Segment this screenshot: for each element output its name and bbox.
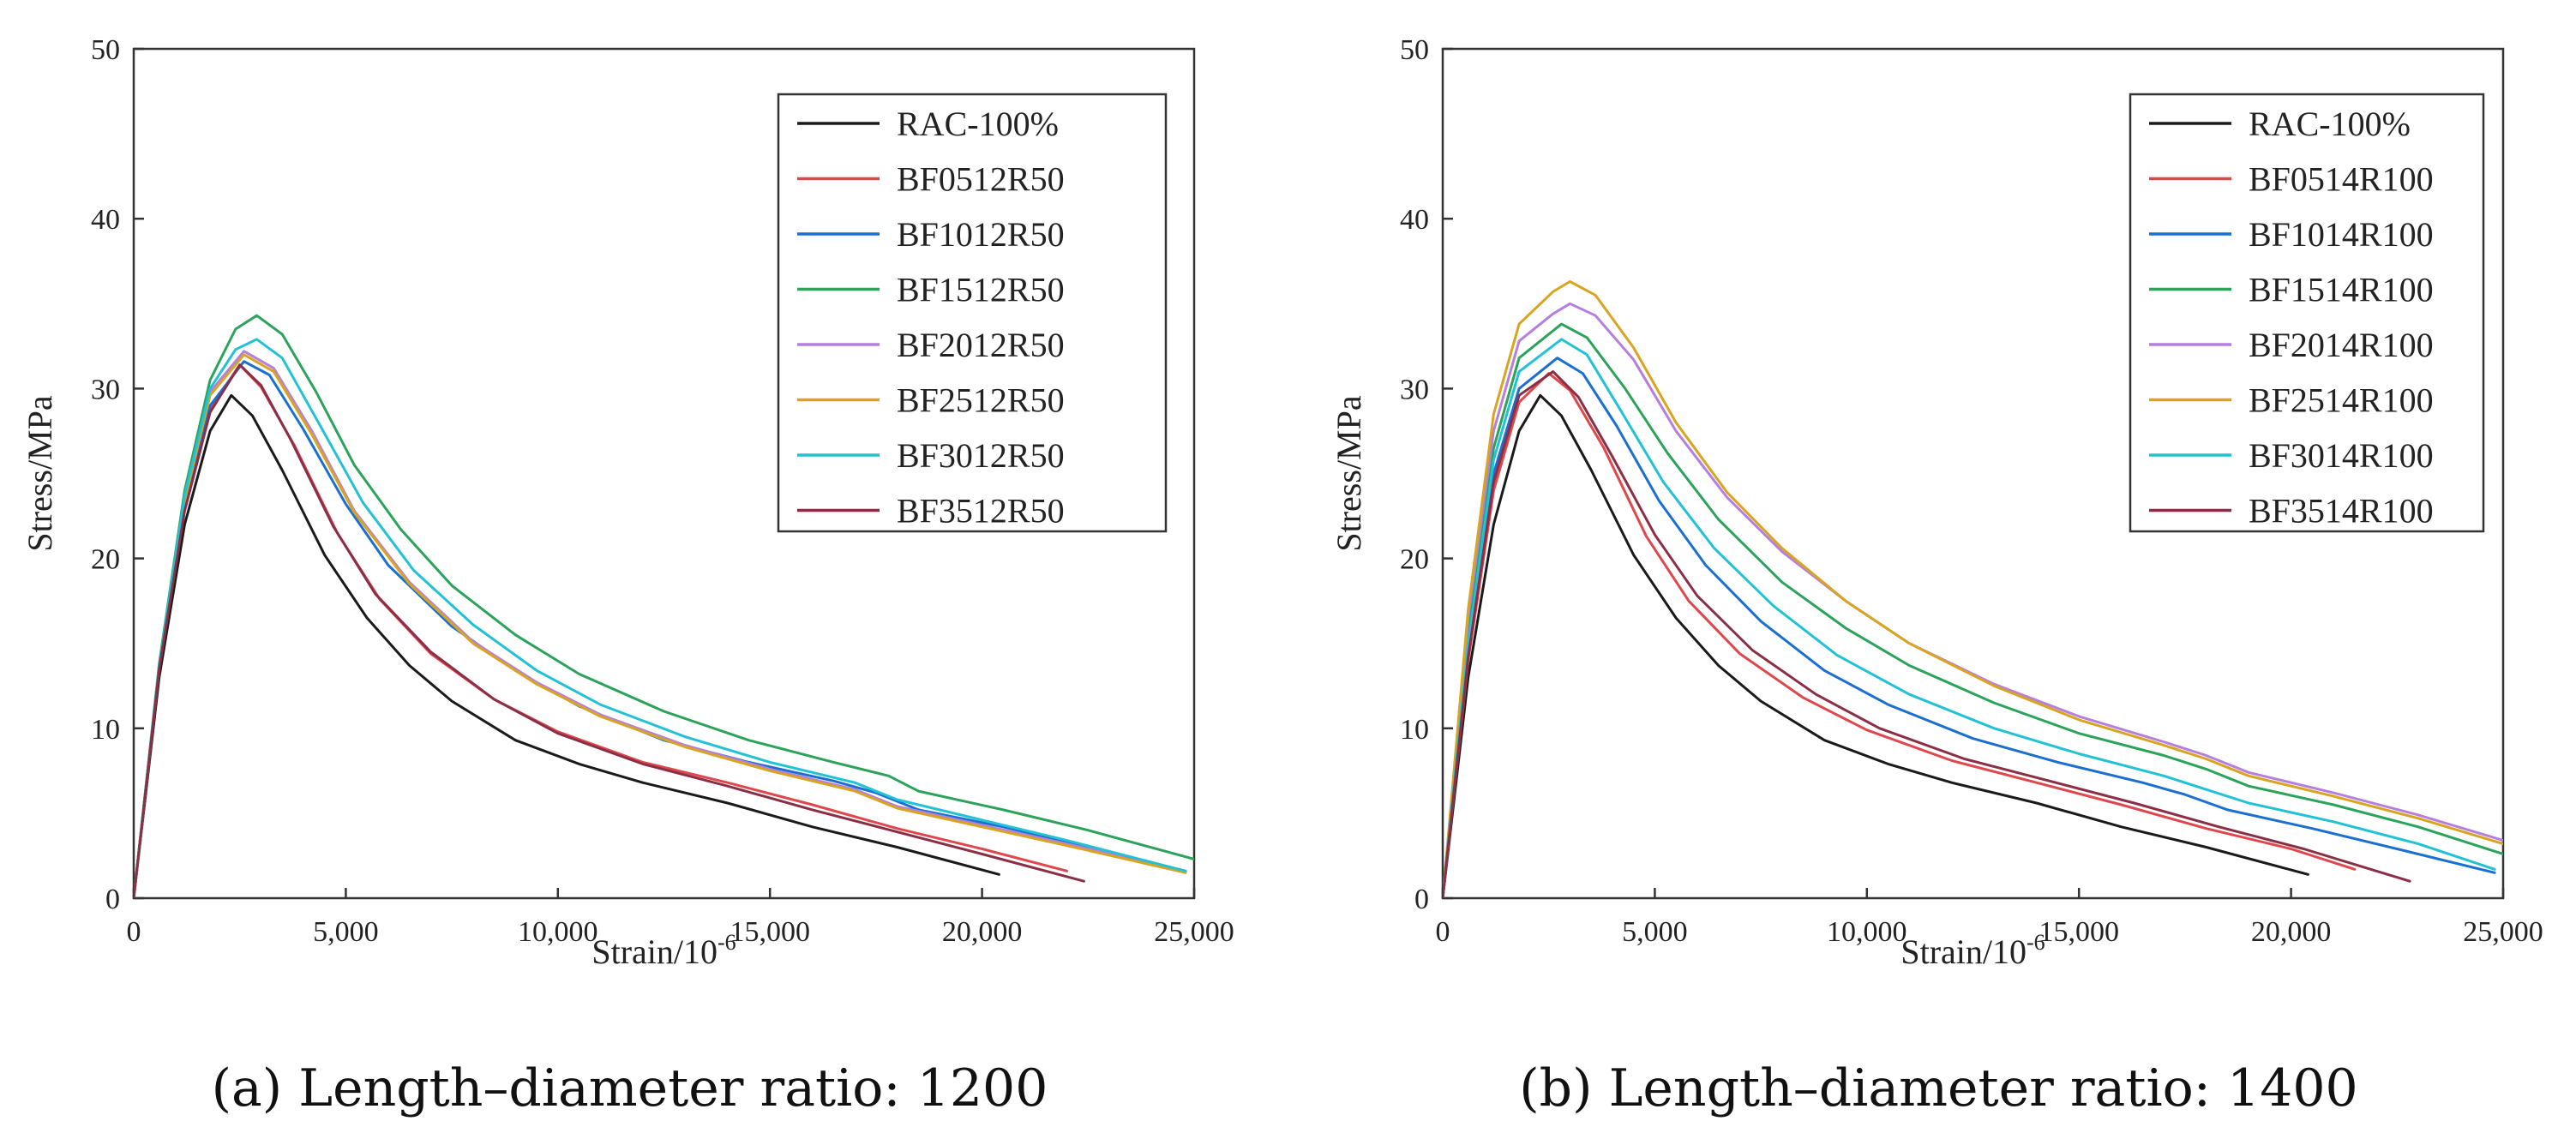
series-line-bf3514r100 bbox=[1443, 370, 2411, 898]
x-tick-label: 25,000 bbox=[2463, 916, 2543, 948]
legend-label: BF0514R100 bbox=[2249, 160, 2434, 199]
figure-caption: (b) Length–diameter ratio: 1400 bbox=[1519, 1058, 2357, 1118]
x-tick-label: 10,000 bbox=[518, 916, 598, 948]
y-tick-label: 40 bbox=[1400, 204, 1429, 236]
legend-label: BF1012R50 bbox=[897, 215, 1065, 254]
series-line-bf3512r50 bbox=[134, 363, 1085, 898]
x-axis-title-base: Strain/10 bbox=[591, 932, 718, 971]
chart-a: 0 5,000 10,000 15,000 20,000 25,000 0 10 20 30 40 5… bbox=[21, 34, 1234, 1118]
x-axis-title-base: Strain/10 bbox=[1900, 932, 2027, 971]
caption-letter: (a) bbox=[212, 1058, 283, 1118]
caption-text: Length–diameter ratio: 1400 bbox=[1593, 1058, 2358, 1118]
legend-label: BF1014R100 bbox=[2249, 215, 2434, 254]
legend-box bbox=[2129, 93, 2485, 533]
y-tick-label: 20 bbox=[1400, 544, 1429, 576]
caption-letter: (b) bbox=[1519, 1058, 1592, 1118]
x-tick-label: 0 bbox=[127, 916, 141, 948]
series-line-rac-100 bbox=[134, 393, 1000, 898]
x-axis-title-exponent: -6 bbox=[2027, 930, 2045, 955]
series-line-bf2514r100 bbox=[1443, 280, 2503, 898]
y-tick-label: 30 bbox=[1400, 374, 1429, 405]
legend-label: BF0512R50 bbox=[897, 160, 1065, 199]
legend-label: BF1512R50 bbox=[897, 271, 1065, 309]
legend-label: BF1514R100 bbox=[2249, 271, 2434, 309]
y-tick-label: 50 bbox=[91, 34, 120, 66]
x-axis-title-exponent: -6 bbox=[718, 930, 736, 955]
x-tick-label: 5,000 bbox=[1622, 916, 1688, 948]
x-tick-label: 5,000 bbox=[313, 916, 379, 948]
x-tick-label: 25,000 bbox=[1154, 916, 1234, 948]
x-axis-title: Strain/10-6 bbox=[591, 930, 736, 971]
series-group bbox=[1443, 280, 2503, 898]
x-axis-title: Strain/10-6 bbox=[1900, 930, 2045, 971]
x-tick-label: 15,000 bbox=[2039, 916, 2119, 948]
series-line-bf3012r50 bbox=[134, 338, 1187, 898]
plot-frame bbox=[1441, 47, 2505, 900]
x-tick-label: 15,000 bbox=[730, 916, 810, 948]
x-tick-label: 0 bbox=[1436, 916, 1450, 948]
legend-label: BF2512R50 bbox=[897, 381, 1065, 420]
legend-label: RAC-100% bbox=[2249, 105, 2411, 143]
y-tick-label: 10 bbox=[91, 714, 120, 746]
caption-text: Length–diameter ratio: 1200 bbox=[282, 1058, 1048, 1118]
plot-frame bbox=[132, 47, 1196, 900]
figure-caption: (a) Length–diameter ratio: 1200 bbox=[212, 1058, 1048, 1118]
x-tick-label: 10,000 bbox=[1827, 916, 1907, 948]
y-axis-title: Stress/MPa bbox=[21, 395, 59, 551]
series-line-bf1514r100 bbox=[1443, 322, 2503, 898]
legend-label: BF3514R100 bbox=[2249, 492, 2434, 531]
series-line-bf1014r100 bbox=[1443, 357, 2496, 898]
series-line-bf2512r50 bbox=[134, 353, 1187, 898]
legend: RAC-100% BF0514R100 BF1014R100 BF1514R100 BF… bbox=[2129, 93, 2485, 533]
legend-label: BF3014R100 bbox=[2249, 436, 2434, 475]
series-line-bf1512r50 bbox=[134, 314, 1194, 898]
x-tick-label: 20,000 bbox=[942, 916, 1023, 948]
legend-label: BF3012R50 bbox=[897, 436, 1065, 475]
x-tick-label: 20,000 bbox=[2251, 916, 2332, 948]
y-tick-label: 50 bbox=[1400, 34, 1429, 66]
legend-label: RAC-100% bbox=[897, 105, 1059, 143]
legend: RAC-100% BF0512R50 BF1012R50 BF1512R50 BF201… bbox=[777, 93, 1168, 533]
legend-box bbox=[777, 93, 1168, 533]
y-tick-label: 0 bbox=[105, 884, 120, 915]
y-tick-label: 30 bbox=[91, 374, 120, 405]
series-line-bf3014r100 bbox=[1443, 338, 2496, 898]
series-line-bf0514r100 bbox=[1443, 372, 2357, 898]
series-line-rac-100 bbox=[1443, 393, 2309, 898]
y-tick-label: 40 bbox=[91, 204, 120, 236]
y-tick-label: 10 bbox=[1400, 714, 1429, 746]
legend-label: BF2514R100 bbox=[2249, 381, 2434, 420]
legend-label: BF2012R50 bbox=[897, 326, 1065, 364]
series-group bbox=[134, 314, 1194, 898]
chart-b: 0 5,000 10,000 15,000 20,000 25,000 0 10 20 30 40 5… bbox=[1330, 34, 2543, 1118]
series-line-bf2014r100 bbox=[1443, 302, 2503, 898]
y-tick-label: 0 bbox=[1414, 884, 1429, 915]
legend-label: BF2014R100 bbox=[2249, 326, 2434, 364]
y-axis-title: Stress/MPa bbox=[1330, 395, 1368, 551]
legend-label: BF3512R50 bbox=[897, 492, 1065, 531]
y-tick-label: 20 bbox=[91, 544, 120, 576]
